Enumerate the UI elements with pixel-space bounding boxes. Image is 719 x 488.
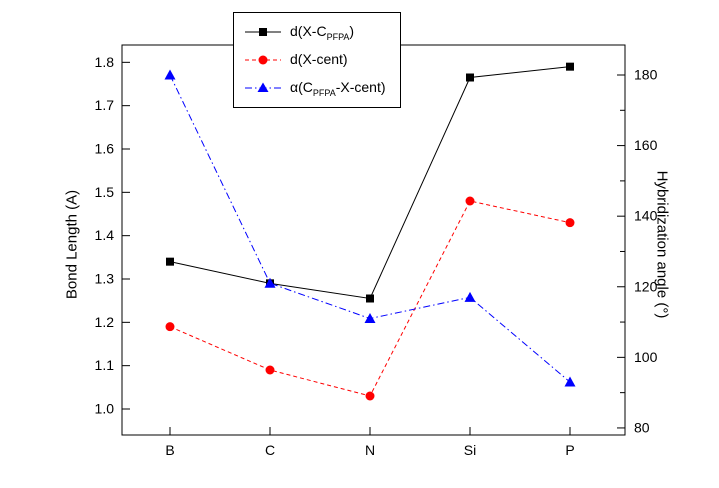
- marker-circle: [565, 218, 575, 228]
- x-tick-label: P: [565, 442, 574, 458]
- marker-circle: [265, 365, 275, 375]
- right-axis-ticks: 80 100 120 140 160 180: [617, 67, 658, 435]
- left-tick-label: 1.0: [95, 401, 115, 417]
- x-tick-label: Si: [464, 442, 476, 458]
- legend-label: d(X-cent): [290, 50, 348, 67]
- marker-triangle: [464, 291, 476, 302]
- marker-circle: [365, 391, 375, 401]
- marker-triangle: [564, 376, 576, 387]
- legend-sample-red-circle: [245, 55, 281, 65]
- x-tick-label: C: [265, 442, 275, 458]
- series-triangle: [164, 69, 576, 387]
- legend-label: d(X-CPFPA): [290, 22, 355, 42]
- marker-circle: [165, 322, 175, 332]
- left-tick-label: 1.2: [95, 314, 115, 330]
- marker-square: [566, 62, 574, 71]
- legend-entry-dxcent: d(X-cent): [244, 46, 386, 74]
- left-tick-label: 1.1: [95, 357, 115, 373]
- left-tick-label: 1.3: [95, 271, 115, 287]
- marker-circle: [465, 196, 475, 206]
- right-tick-label: 140: [634, 208, 658, 224]
- series-circle: [165, 196, 575, 401]
- x-tick-label: N: [365, 442, 375, 458]
- left-tick-label: 1.8: [95, 54, 115, 70]
- left-tick-label: 1.5: [95, 184, 115, 200]
- left-tick-label: 1.6: [95, 141, 115, 157]
- marker-square: [466, 73, 474, 82]
- legend-entry-dxc: d(X-CPFPA): [244, 18, 386, 46]
- right-tick-label: 100: [634, 349, 658, 365]
- legend-sample-blue-triangle: [245, 82, 281, 92]
- left-axis-ticks: 1.0 1.1 1.2 1.3 1.4 1.5 1.6 1.7 1.8: [95, 54, 130, 417]
- series-line: [169, 74, 571, 383]
- marker-square: [366, 294, 374, 303]
- x-tick-label: B: [165, 442, 174, 458]
- left-tick-label: 1.7: [95, 97, 115, 113]
- right-tick-label: 120: [634, 278, 658, 294]
- marker-triangle: [164, 69, 176, 80]
- legend-entry-alpha: α(CPFPA-X-cent): [244, 74, 386, 102]
- left-axis-title: Bond Length (A): [63, 189, 81, 300]
- marker-triangle: [264, 277, 276, 288]
- legend-sample-black-square: [245, 28, 281, 36]
- marker-triangle: [364, 313, 376, 324]
- right-tick-label: 180: [634, 67, 658, 83]
- left-tick-label: 1.4: [95, 227, 115, 243]
- legend-box: d(X-CPFPA) d(X-cent) α(CPFPA-X-cent): [233, 12, 401, 108]
- right-tick-label: 80: [634, 419, 650, 435]
- right-tick-label: 160: [634, 137, 658, 153]
- marker-square: [166, 257, 174, 266]
- x-axis-ticks: B C N Si P: [165, 427, 575, 458]
- right-axis-title: Hybridization angle (°): [653, 170, 671, 319]
- legend-label: α(CPFPA-X-cent): [290, 78, 386, 98]
